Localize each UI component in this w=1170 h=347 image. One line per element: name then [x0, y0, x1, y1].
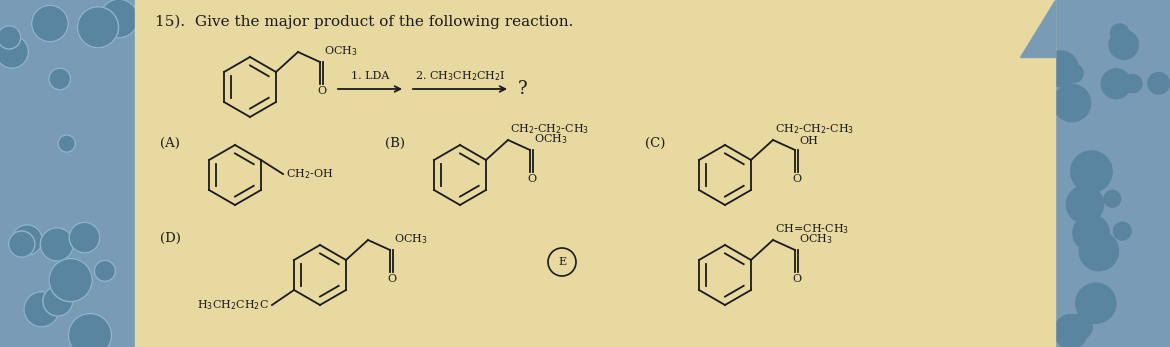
- Circle shape: [1079, 231, 1119, 271]
- Circle shape: [1114, 222, 1131, 240]
- Text: E: E: [558, 257, 566, 267]
- Text: (C): (C): [645, 137, 666, 150]
- Bar: [1055, 0, 1170, 347]
- Circle shape: [1124, 75, 1142, 93]
- Text: OCH$_3$: OCH$_3$: [799, 232, 833, 246]
- Text: OH: OH: [799, 136, 818, 146]
- Text: O: O: [792, 274, 801, 284]
- Text: 2. CH$_3$CH$_2$CH$_2$I: 2. CH$_3$CH$_2$CH$_2$I: [414, 69, 505, 83]
- Circle shape: [12, 225, 42, 255]
- Text: (D): (D): [160, 232, 181, 245]
- Circle shape: [1066, 186, 1103, 223]
- Text: O: O: [528, 174, 536, 184]
- Text: 1. LDA: 1. LDA: [351, 71, 390, 81]
- Circle shape: [1148, 73, 1170, 94]
- Circle shape: [49, 68, 70, 90]
- Circle shape: [49, 259, 92, 302]
- Circle shape: [23, 292, 60, 327]
- Bar: [0, 0, 135, 347]
- Circle shape: [1071, 151, 1113, 192]
- Circle shape: [8, 231, 35, 257]
- Text: H$_3$CH$_2$CH$_2$C: H$_3$CH$_2$CH$_2$C: [197, 298, 269, 312]
- Circle shape: [69, 222, 99, 253]
- Circle shape: [1109, 30, 1138, 59]
- Circle shape: [1080, 232, 1112, 263]
- Text: (B): (B): [385, 137, 405, 150]
- Circle shape: [1053, 84, 1090, 122]
- Text: OCH$_3$: OCH$_3$: [394, 232, 428, 246]
- Circle shape: [1110, 24, 1129, 42]
- Polygon shape: [1020, 0, 1055, 57]
- Circle shape: [40, 228, 74, 261]
- Text: CH$_2$-CH$_2$-CH$_3$: CH$_2$-CH$_2$-CH$_3$: [510, 122, 590, 136]
- Circle shape: [0, 35, 28, 68]
- Text: ?: ?: [518, 80, 528, 98]
- Circle shape: [95, 260, 116, 281]
- Circle shape: [1067, 314, 1092, 339]
- Circle shape: [1104, 191, 1121, 207]
- Circle shape: [58, 135, 75, 152]
- Circle shape: [1042, 51, 1079, 87]
- Text: OCH$_3$: OCH$_3$: [534, 132, 567, 146]
- Text: 15).  Give the major product of the following reaction.: 15). Give the major product of the follo…: [154, 15, 573, 29]
- Circle shape: [99, 0, 138, 38]
- Circle shape: [1101, 69, 1131, 99]
- Circle shape: [68, 314, 111, 347]
- Circle shape: [67, 280, 87, 300]
- Circle shape: [1073, 215, 1109, 251]
- Text: CH$_2$-CH$_2$-CH$_3$: CH$_2$-CH$_2$-CH$_3$: [775, 122, 854, 136]
- Circle shape: [77, 7, 118, 48]
- Circle shape: [32, 5, 68, 42]
- Circle shape: [0, 26, 21, 49]
- Circle shape: [1054, 315, 1088, 347]
- Text: (A): (A): [160, 137, 180, 150]
- Text: CH=CH-CH$_3$: CH=CH-CH$_3$: [775, 222, 849, 236]
- Circle shape: [69, 276, 87, 294]
- Text: O: O: [387, 274, 397, 284]
- Circle shape: [43, 286, 73, 316]
- Circle shape: [1075, 283, 1116, 323]
- Text: O: O: [792, 174, 801, 184]
- Text: O: O: [317, 86, 326, 96]
- Bar: [135, 0, 1055, 347]
- Circle shape: [1065, 64, 1083, 82]
- Text: OCH$_3$: OCH$_3$: [324, 44, 358, 58]
- Text: CH$_2$-OH: CH$_2$-OH: [285, 167, 333, 181]
